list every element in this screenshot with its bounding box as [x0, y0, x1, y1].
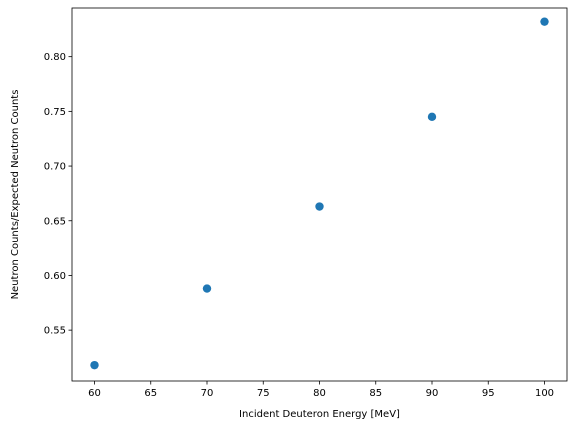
ticks-layer: 60 65 70 75 80 85 90 95 100 0.55 0.60 0.65 0.70 0.75 0… [44, 52, 554, 399]
plot-frame [71, 7, 568, 382]
x-tick-label: 100 [535, 388, 554, 399]
x-axis-label: Incident Deuteron Energy [MeV] [239, 409, 400, 420]
data-points [90, 17, 549, 370]
x-tick-label: 80 [313, 388, 326, 399]
y-tick-label: 0.80 [44, 52, 66, 63]
data-point [90, 360, 99, 370]
y-tick-label: 0.75 [44, 107, 66, 118]
x-tick-label: 90 [426, 388, 439, 399]
data-point [540, 17, 549, 26]
x-tick-label: 85 [369, 388, 382, 399]
x-tick-label: 65 [144, 388, 157, 399]
x-tick-label: 60 [88, 388, 101, 399]
y-tick-label: 0.70 [44, 162, 66, 173]
y-axis-label: Neutron Counts/Expected Neutron Counts [10, 90, 21, 300]
x-tick-label: 75 [257, 388, 270, 399]
data-point [427, 112, 437, 122]
y-tick-label: 0.60 [44, 271, 66, 282]
x-tick-label: 70 [201, 388, 214, 399]
y-tick-label: 0.55 [44, 326, 66, 337]
y-tick-label: 0.65 [44, 216, 66, 227]
data-point [202, 284, 212, 293]
data-point [315, 202, 324, 211]
x-tick-label: 95 [482, 388, 495, 399]
